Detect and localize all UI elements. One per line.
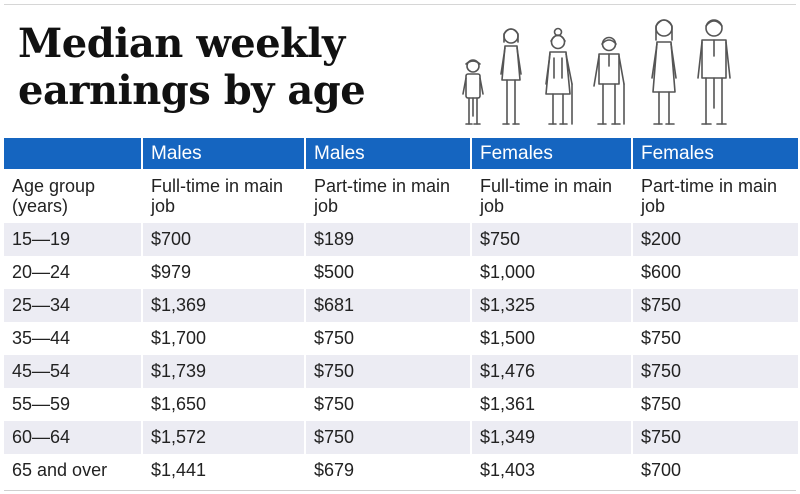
table-row: 15—19 $700 $189 $750 $200 — [4, 223, 798, 256]
cell-age-group: 35—44 — [4, 322, 142, 355]
group-header-males: Males — [304, 138, 471, 169]
cell-females-full-time: $1,476 — [470, 355, 632, 388]
cell-females-full-time: $1,361 — [470, 388, 632, 421]
bottom-rule — [4, 490, 796, 491]
cell-females-part-time: $600 — [631, 256, 798, 289]
column-header-females-full-time: Full-time in main job — [470, 169, 632, 223]
elderly-man-with-cane-icon — [593, 36, 625, 125]
column-header-males-part-time: Part-time in main job — [304, 169, 471, 223]
cell-males-part-time: $750 — [304, 421, 471, 454]
cell-females-part-time: $200 — [631, 223, 798, 256]
cell-males-part-time: $750 — [304, 322, 471, 355]
cell-males-full-time: $1,700 — [141, 322, 305, 355]
cell-females-part-time: $750 — [631, 388, 798, 421]
group-header-males: Males — [141, 138, 305, 169]
cell-males-part-time: $500 — [304, 256, 471, 289]
group-header-row: Males Males Females Females — [4, 138, 798, 169]
cell-females-part-time: $750 — [631, 322, 798, 355]
cell-males-part-time: $189 — [304, 223, 471, 256]
cell-age-group: 20—24 — [4, 256, 142, 289]
group-header-blank — [4, 138, 142, 169]
cell-females-part-time: $750 — [631, 355, 798, 388]
table-row: 60—64 $1,572 $750 $1,349 $750 — [4, 421, 798, 454]
cell-males-full-time: $1,572 — [141, 421, 305, 454]
cell-males-full-time: $979 — [141, 256, 305, 289]
cell-females-part-time: $700 — [631, 454, 798, 487]
cell-males-full-time: $1,441 — [141, 454, 305, 487]
people-illustration — [462, 19, 731, 125]
cell-males-part-time: $679 — [304, 454, 471, 487]
cell-age-group: 65 and over — [4, 454, 142, 487]
cell-males-full-time: $1,369 — [141, 289, 305, 322]
cell-females-full-time: $1,325 — [470, 289, 632, 322]
table-row: 20—24 $979 $500 $1,000 $600 — [4, 256, 798, 289]
table-row: 35—44 $1,700 $750 $1,500 $750 — [4, 322, 798, 355]
table-row: 45—54 $1,739 $750 $1,476 $750 — [4, 355, 798, 388]
cell-females-full-time: $1,349 — [470, 421, 632, 454]
table-row: 65 and over $1,441 $679 $1,403 $700 — [4, 454, 798, 487]
page-title: Median weekly earnings by age — [18, 20, 366, 114]
group-header-females: Females — [470, 138, 632, 169]
group-header-females: Females — [631, 138, 798, 169]
cell-females-full-time: $1,403 — [470, 454, 632, 487]
man-figure-icon — [697, 19, 731, 125]
cell-age-group: 15—19 — [4, 223, 142, 256]
cell-age-group: 55—59 — [4, 388, 142, 421]
cell-age-group: 45—54 — [4, 355, 142, 388]
cell-males-part-time: $750 — [304, 388, 471, 421]
top-rule — [4, 4, 796, 5]
elderly-woman-with-cane-icon — [545, 27, 573, 125]
earnings-table: Males Males Females Females Age group (y… — [4, 138, 798, 487]
cell-males-full-time: $1,650 — [141, 388, 305, 421]
table-body: 15—19 $700 $189 $750 $200 20—24 $979 $500 $1,000… — [4, 223, 798, 487]
cell-females-full-time: $1,000 — [470, 256, 632, 289]
cell-males-part-time: $681 — [304, 289, 471, 322]
cell-age-group: 25—34 — [4, 289, 142, 322]
cell-females-part-time: $750 — [631, 289, 798, 322]
table-row: 25—34 $1,369 $681 $1,325 $750 — [4, 289, 798, 322]
cell-males-part-time: $750 — [304, 355, 471, 388]
column-header-males-full-time: Full-time in main job — [141, 169, 305, 223]
cell-males-full-time: $1,739 — [141, 355, 305, 388]
woman-figure-icon — [651, 19, 677, 125]
column-header-row: Age group (years) Full-time in main job … — [4, 169, 798, 223]
column-header-age-group: Age group (years) — [12, 176, 96, 216]
boy-figure-icon — [462, 59, 484, 125]
table-row: 55—59 $1,650 $750 $1,361 $750 — [4, 388, 798, 421]
girl-figure-icon — [500, 28, 522, 125]
cell-females-full-time: $1,500 — [470, 322, 632, 355]
cell-females-part-time: $750 — [631, 421, 798, 454]
cell-age-group: 60—64 — [4, 421, 142, 454]
column-header-females-part-time: Part-time in main job — [631, 169, 798, 223]
cell-females-full-time: $750 — [470, 223, 632, 256]
cell-males-full-time: $700 — [141, 223, 305, 256]
